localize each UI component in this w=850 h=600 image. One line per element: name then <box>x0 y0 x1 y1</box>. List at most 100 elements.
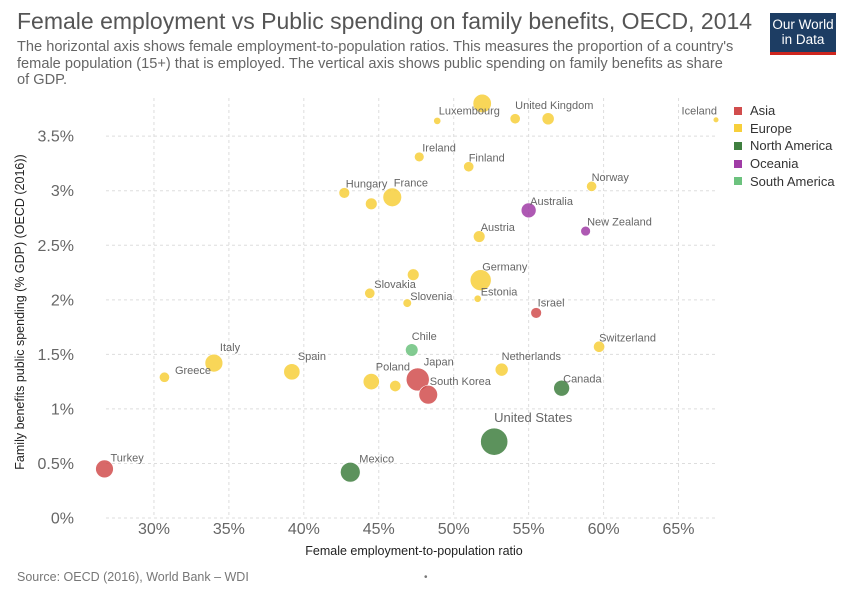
point-label: Estonia <box>481 286 519 298</box>
data-point-new-zealand <box>580 225 591 237</box>
data-point-estonia <box>473 294 482 303</box>
chart-title: Female employment vs Public spending on … <box>17 8 753 34</box>
point-label: Austria <box>481 222 516 234</box>
point-label: Iceland <box>682 105 717 117</box>
point-label: United Kingdom <box>515 100 593 112</box>
owid-logo[interactable]: Our World in Data <box>770 13 836 55</box>
data-point-finland <box>463 161 475 173</box>
point-label: Japan <box>424 356 454 368</box>
point-label: Greece <box>175 365 211 377</box>
x-tick-label: 40% <box>288 521 320 538</box>
data-point-switzerland <box>593 340 606 353</box>
logo-line-2: in Data <box>781 32 825 47</box>
data-point-ireland <box>414 151 425 163</box>
data-point-japan <box>405 367 430 392</box>
point-label: South Korea <box>430 376 492 388</box>
data-point-turkey <box>95 459 114 479</box>
legend-item[interactable]: South America <box>734 172 835 190</box>
point-label: New Zealand <box>587 217 652 229</box>
data-point-spain <box>283 363 301 381</box>
point-label: Slovenia <box>410 291 453 303</box>
data-point-south-korea <box>418 385 438 405</box>
point-label: Netherlands <box>502 351 562 363</box>
x-tick-label: 60% <box>588 521 620 538</box>
x-axis-title: Female employment-to-population ratio <box>305 544 523 558</box>
data-point-united-states <box>480 427 509 456</box>
data-point-iceland <box>712 116 720 123</box>
data-point <box>407 268 420 281</box>
legend-label: Asia <box>750 103 776 119</box>
legend-item[interactable]: North America <box>734 137 835 155</box>
y-tick-label: 3% <box>51 183 74 200</box>
data-point-austria <box>473 230 486 243</box>
point-label: Turkey <box>110 452 144 464</box>
legend-swatch <box>734 106 742 115</box>
data-point-israel <box>530 307 542 319</box>
data-point-australia <box>520 202 537 219</box>
data-point-slovenia <box>402 298 412 308</box>
legend-label: North America <box>750 138 833 154</box>
data-point <box>389 380 402 392</box>
chart-subtitle: The horizontal axis shows female employm… <box>17 39 734 88</box>
x-tick-label: 45% <box>363 521 395 538</box>
y-axis-title: Family benefits public spending (% GDP) … <box>13 154 27 469</box>
point-label: Spain <box>298 351 326 363</box>
footer-marker: • <box>424 572 428 583</box>
data-point-netherlands <box>494 362 509 377</box>
legend-swatch <box>734 177 742 186</box>
legend-label: Oceania <box>750 156 799 172</box>
data-point-mexico <box>340 461 361 483</box>
data-point <box>365 197 378 210</box>
point-label: Switzerland <box>599 332 656 344</box>
point-label: United States <box>494 410 573 425</box>
point-label: Mexico <box>359 453 394 465</box>
data-point-luxembourg <box>433 116 442 125</box>
x-tick-label: 30% <box>138 521 170 538</box>
y-tick-label: 2% <box>51 292 74 309</box>
point-label: Australia <box>530 196 574 208</box>
data-point-greece <box>159 371 170 383</box>
data-point <box>541 112 555 126</box>
point-label: Ireland <box>422 142 456 154</box>
data-point-canada <box>553 379 570 397</box>
point-label: Finland <box>469 152 505 164</box>
data-point-germany <box>469 269 492 292</box>
x-tick-label: 50% <box>438 521 470 538</box>
y-tick-label: 3.5% <box>38 129 74 146</box>
data-point-chile <box>405 343 419 357</box>
y-tick-label: 1% <box>51 401 74 418</box>
x-tick-label: 35% <box>213 521 245 538</box>
point-label: Hungary <box>346 178 388 190</box>
y-tick-label: 2.5% <box>38 238 74 255</box>
data-point-france <box>382 187 402 207</box>
logo-line-1: Our World <box>772 17 834 32</box>
legend-item[interactable]: Oceania <box>734 155 835 173</box>
data-point <box>509 113 521 125</box>
data-point-slovakia <box>364 287 376 299</box>
legend-swatch <box>734 124 742 133</box>
legend-label: South America <box>750 173 835 189</box>
point-label: Canada <box>563 374 602 386</box>
legend-item[interactable]: Asia <box>734 102 835 120</box>
data-point-italy <box>204 353 224 373</box>
legend-swatch <box>734 141 742 150</box>
point-label: Germany <box>482 261 528 273</box>
y-tick-label: 0% <box>51 511 74 528</box>
point-label: Italy <box>220 342 241 354</box>
point-label: Poland <box>376 362 410 374</box>
y-tick-label: 0.5% <box>38 456 74 473</box>
point-label: Slovakia <box>374 279 416 291</box>
point-label: France <box>394 177 428 189</box>
x-tick-label: 65% <box>663 521 695 538</box>
data-point-united-kingdom <box>472 93 492 113</box>
data-point-poland <box>362 373 380 391</box>
point-label: Luxembourg <box>439 105 500 117</box>
legend: Asia Europe North America Oceania South Amer… <box>734 102 835 190</box>
source-note[interactable]: Source: OECD (2016), World Bank – WDI <box>17 570 249 584</box>
point-label: Israel <box>538 297 565 309</box>
point-label: Chile <box>412 331 437 343</box>
legend-swatch <box>734 159 742 168</box>
point-label: Norway <box>592 172 630 184</box>
legend-item[interactable]: Europe <box>734 120 835 138</box>
